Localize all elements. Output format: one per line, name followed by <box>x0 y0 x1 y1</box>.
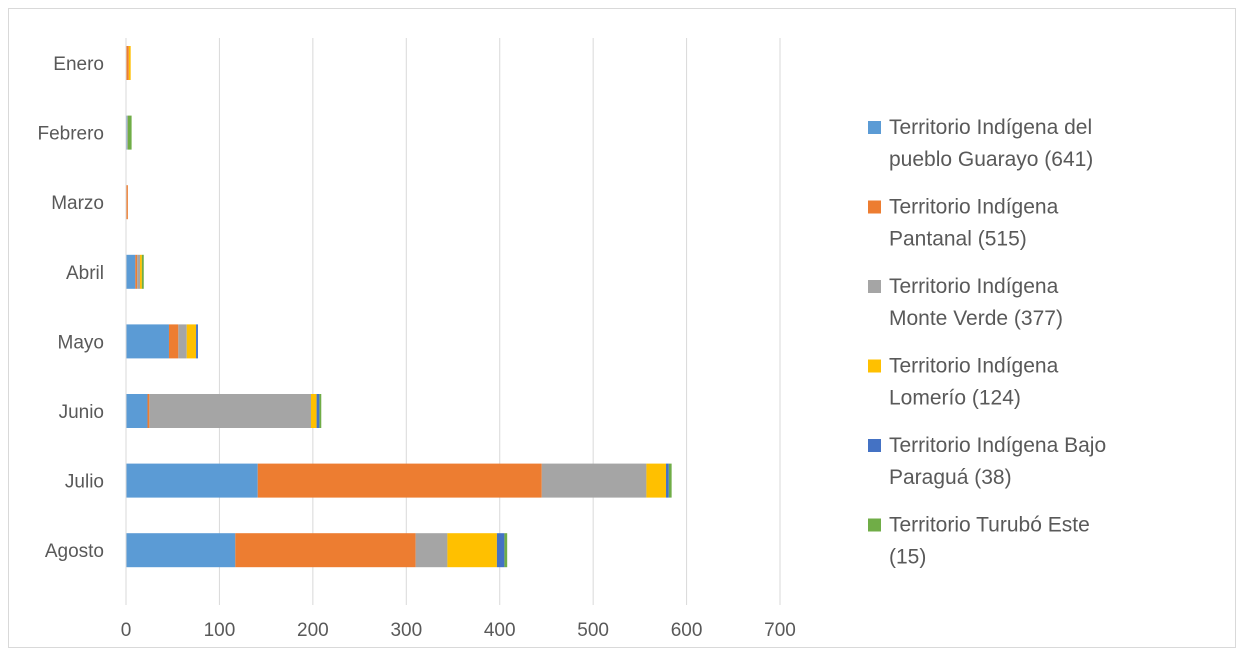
legend-swatch <box>868 280 881 293</box>
axis: 0 100 200 300 400 500 600 700 Enero Febrero Marzo A… <box>37 38 796 641</box>
legend-label: Lomerío (124) <box>889 387 1021 410</box>
legend-swatch <box>868 200 881 214</box>
legend-swatch <box>868 359 881 373</box>
category-label: Julio <box>65 472 104 493</box>
bar-segment-junio-series-4 <box>310 394 317 428</box>
x-tick-label: 400 <box>484 620 516 641</box>
bar-segment-julio-series-1 <box>126 463 258 498</box>
legend-label: Monte Verde (377) <box>889 307 1063 330</box>
bar-segment-mayo-series-3 <box>178 324 187 359</box>
bar-segment-julio-series-3 <box>541 463 647 498</box>
legend-label: Territorio Indígena <box>889 355 1059 378</box>
category-label: Febrero <box>37 124 104 145</box>
gridlines <box>218 38 781 605</box>
x-tick-label: 200 <box>297 620 329 641</box>
bar-segment-febrero-series-6 <box>127 115 132 150</box>
legend-label: Territorio Indígena del <box>889 116 1092 139</box>
x-tick-label: 100 <box>204 620 236 641</box>
bar-segment-enero-series-2 <box>126 46 129 80</box>
bar-segment-julio-series-2 <box>257 463 542 498</box>
x-tick-label: 500 <box>577 620 609 641</box>
bar-segment-mayo-series-4 <box>186 324 197 359</box>
bar-segment-junio-series-1 <box>126 394 148 428</box>
x-tick-label: 300 <box>390 620 422 641</box>
bar-segment-agosto-series-5 <box>496 533 505 568</box>
bar-segment-abril-series-3 <box>137 254 141 289</box>
bar-segment-abril-series-6 <box>141 254 144 289</box>
x-tick-label: 0 <box>121 620 132 641</box>
legend-swatch <box>868 439 881 452</box>
bar-segment-mayo-series-5 <box>196 324 198 359</box>
legend-label: Territorio Indígena <box>889 275 1059 298</box>
legend-label: Territorio Indígena Bajo <box>889 434 1106 457</box>
category-label: Marzo <box>51 193 104 214</box>
legend: Territorio Indígena del pueblo Guarayo (6… <box>868 116 1106 569</box>
bar-segment-agosto-series-4 <box>447 533 497 568</box>
bar-segment-agosto-series-6 <box>504 533 508 568</box>
bar-segment-marzo-series-2 <box>126 185 128 220</box>
category-label: Enero <box>53 54 104 75</box>
legend-label: Territorio Indígena <box>889 196 1059 219</box>
category-label: Mayo <box>58 332 104 353</box>
bar-segment-agosto-series-1 <box>126 533 236 568</box>
legend-swatch <box>868 121 881 134</box>
bar-segment-junio-series-6 <box>319 394 322 428</box>
bar-segment-julio-series-6 <box>668 463 672 498</box>
bar-segment-julio-series-4 <box>646 463 667 498</box>
x-tick-label: 600 <box>671 620 703 641</box>
bar-segment-agosto-series-2 <box>235 533 416 568</box>
legend-label: (15) <box>889 546 926 569</box>
category-label: Junio <box>59 402 104 423</box>
bar-segment-abril-series-1 <box>126 254 136 289</box>
bar-segment-agosto-series-3 <box>415 533 448 568</box>
bar-segment-junio-series-2 <box>147 394 150 428</box>
bar-segment-mayo-series-2 <box>168 324 179 359</box>
legend-label: Paraguá (38) <box>889 466 1012 489</box>
x-tick-label: 700 <box>764 620 796 641</box>
legend-swatch <box>868 518 881 532</box>
bar-segment-febrero-series-3 <box>126 115 128 150</box>
category-label: Agosto <box>45 541 104 562</box>
bars <box>126 46 672 568</box>
bar-segment-abril-series-4 <box>140 254 142 289</box>
legend-label: pueblo Guarayo (641) <box>889 148 1093 171</box>
category-label: Abril <box>66 263 104 284</box>
legend-label: Territorio Turubó Este <box>889 514 1090 537</box>
bar-segment-junio-series-3 <box>149 394 311 428</box>
bar-segment-abril-series-2 <box>135 254 138 289</box>
bar-segment-enero-series-4 <box>128 46 131 80</box>
bar-segment-mayo-series-1 <box>126 324 169 359</box>
legend-label: Pantanal (515) <box>889 228 1027 251</box>
bar-segment-julio-series-5 <box>666 463 669 498</box>
bar-segment-junio-series-5 <box>316 394 320 428</box>
